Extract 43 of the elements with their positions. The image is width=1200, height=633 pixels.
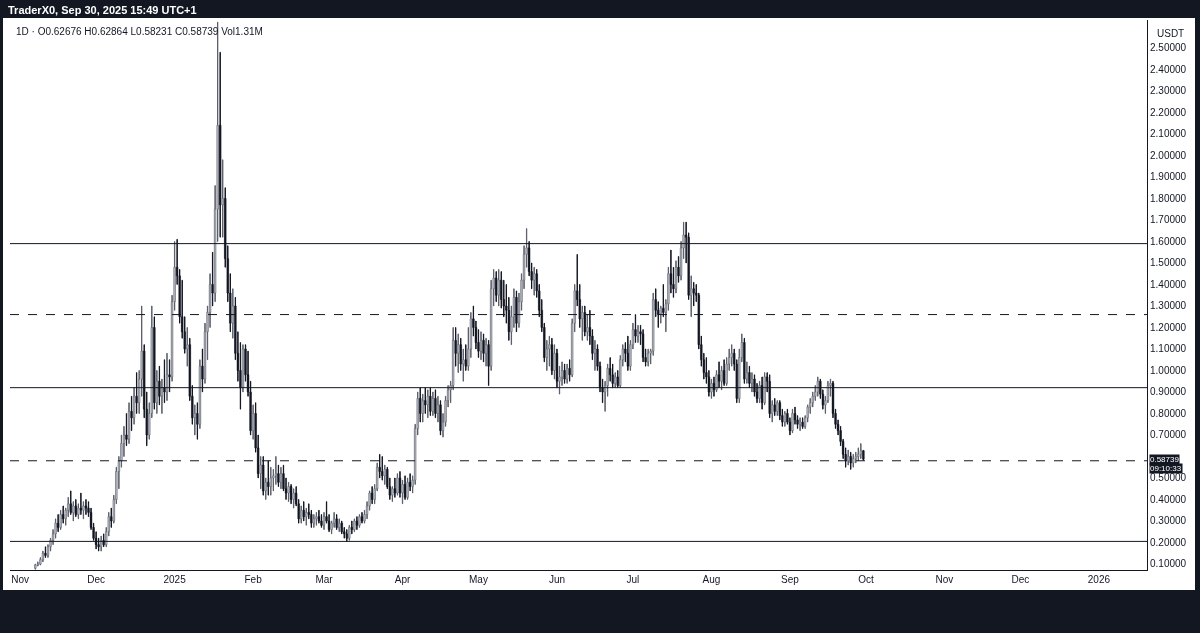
x-tick-label: Sep [781, 574, 800, 585]
y-tick-label: 1.20000 [1150, 321, 1187, 333]
y-tick-label: 0.50000 [1150, 472, 1187, 484]
y-tick-label: 1.50000 [1150, 257, 1187, 269]
y-tick-label: 2.10000 [1150, 128, 1187, 140]
x-tick-label: Jul [626, 574, 640, 585]
x-tick-label: Oct [858, 574, 874, 585]
y-tick-label: 0.70000 [1150, 429, 1187, 441]
y-tick-label: 1.10000 [1150, 343, 1187, 355]
y-tick-label: 0.40000 [1150, 493, 1187, 505]
y-tick-label: 2.00000 [1150, 149, 1187, 161]
x-tick-label: Nov [935, 574, 954, 585]
x-tick-label: Aug [702, 574, 721, 585]
x-tick-label: 2026 [1087, 574, 1111, 585]
y-axis-title: USDT [1157, 28, 1185, 39]
x-tick-label: Dec [1011, 574, 1030, 585]
x-tick-label: Jun [548, 574, 566, 585]
x-tick-label: 2025 [163, 574, 187, 585]
y-tick-label: 0.90000 [1150, 386, 1187, 398]
y-tick-label: 0.80000 [1150, 407, 1187, 419]
y-tick-label: 1.60000 [1150, 235, 1187, 247]
x-tick-label: Dec [87, 574, 105, 585]
x-tick-label: Mar [315, 574, 334, 585]
x-tick-label: Feb [244, 574, 263, 585]
y-tick-label: 1.80000 [1150, 192, 1187, 204]
y-tick-label: 2.40000 [1150, 63, 1187, 75]
y-tick-label: 2.20000 [1150, 106, 1187, 118]
chart-title: TraderX0, Sep 30, 2025 15:49 UTC+1 [8, 3, 197, 18]
x-tick-label: Nov [11, 574, 30, 585]
x-tick-label: Apr [394, 574, 411, 585]
y-tick-label: 1.90000 [1150, 171, 1187, 183]
x-tick-label: May [469, 574, 488, 585]
y-tick-label: 1.40000 [1150, 278, 1187, 290]
y-tick-label: 0.20000 [1150, 536, 1187, 548]
text: 0.58739 [1150, 455, 1180, 464]
y-tick-label: 2.50000 [1150, 42, 1187, 54]
y-tick-label: 1.70000 [1150, 214, 1187, 226]
y-tick-label: 0.10000 [1150, 558, 1187, 570]
y-tick-label: 2.30000 [1150, 85, 1187, 97]
y-tick-label: 0.30000 [1150, 515, 1187, 527]
y-tick-label: 1.30000 [1150, 300, 1187, 312]
text: 09:10:33 [1150, 464, 1182, 473]
y-tick-label: 1.00000 [1150, 364, 1187, 376]
